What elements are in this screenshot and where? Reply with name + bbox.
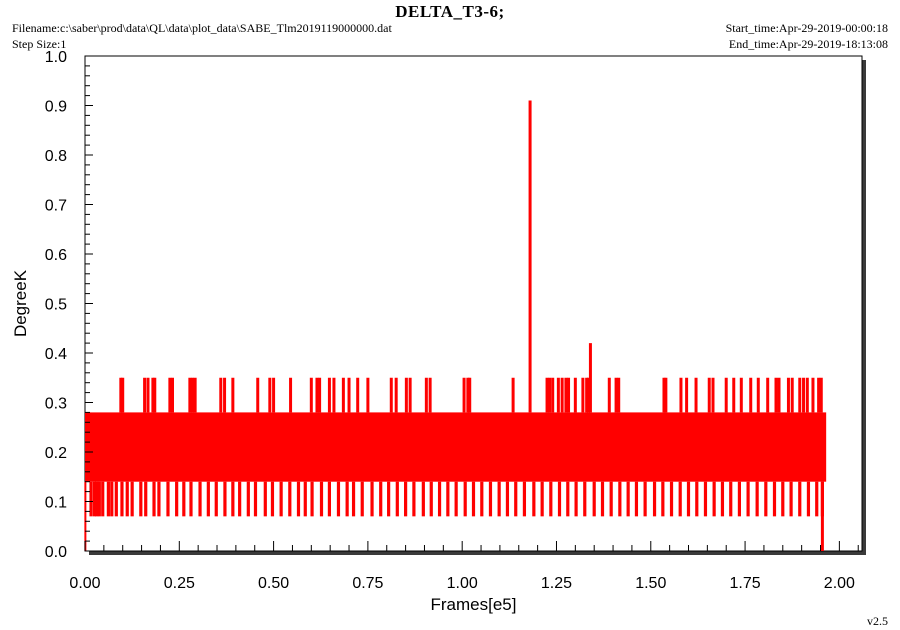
x-tick-label: 2.00 bbox=[824, 575, 855, 592]
x-axis-title: Frames[e5] bbox=[431, 595, 517, 614]
axes-layer: 0.0 0.1 0.2 0.3 0.4 0.5 0.6 0.7 0.8 0.9 1.0 0.00 0.2… bbox=[45, 49, 859, 592]
end-time-value: Apr-29-2019-18:13:08 bbox=[778, 37, 888, 51]
y-tick-label: 0.7 bbox=[45, 198, 67, 215]
y-tick-label: 0.1 bbox=[45, 495, 67, 512]
x-tick-label: 1.50 bbox=[635, 575, 666, 592]
noise-band bbox=[85, 412, 827, 482]
filename-value: c:\saber\prod\data\QL\data\plot_data\SAB… bbox=[60, 21, 392, 35]
y-tick-label: 0.9 bbox=[45, 99, 67, 116]
step-size-line: Step Size:1 bbox=[12, 37, 66, 52]
x-tick-label: 1.00 bbox=[447, 575, 478, 592]
y-tick-label: 0.6 bbox=[45, 247, 67, 264]
version-label: v2.5 bbox=[867, 614, 888, 628]
chart-title: DELTA_T3-6; bbox=[395, 2, 505, 21]
y-axis-title: DegreeK bbox=[11, 269, 30, 337]
y-tick-label: 0.0 bbox=[45, 544, 67, 561]
step-size-value: 1 bbox=[60, 37, 67, 51]
filename-label: Filename: bbox=[12, 21, 60, 35]
y-tick-label: 0.8 bbox=[45, 148, 67, 165]
end-time-label: End_time: bbox=[728, 37, 779, 51]
step-size-label: Step Size: bbox=[12, 37, 61, 51]
series-layer bbox=[84, 100, 827, 551]
start-time-value: Apr-29-2019-00:00:18 bbox=[778, 21, 888, 35]
x-tick-label: 0.50 bbox=[258, 575, 289, 592]
y-tick-label: 0.4 bbox=[45, 346, 67, 363]
y-tick-label: 0.2 bbox=[45, 445, 67, 462]
y-tick-label: 0.5 bbox=[45, 297, 67, 314]
x-tick-label: 1.75 bbox=[730, 575, 761, 592]
filename-line: Filename:c:\saber\prod\data\QL\data\plot… bbox=[12, 21, 392, 36]
start-time-label: Start_time: bbox=[725, 21, 779, 35]
y-tick-label: 0.3 bbox=[45, 396, 67, 413]
y-tick-label: 1.0 bbox=[45, 49, 67, 66]
x-tick-label: 1.25 bbox=[541, 575, 572, 592]
x-tick-label: 0.25 bbox=[164, 575, 195, 592]
end-time-line: End_time:Apr-29-2019-18:13:08 bbox=[729, 37, 888, 52]
start-time-line: Start_time:Apr-29-2019-00:00:18 bbox=[726, 21, 888, 36]
x-tick-label: 0.75 bbox=[352, 575, 383, 592]
x-tick-label: 0.00 bbox=[69, 575, 100, 592]
